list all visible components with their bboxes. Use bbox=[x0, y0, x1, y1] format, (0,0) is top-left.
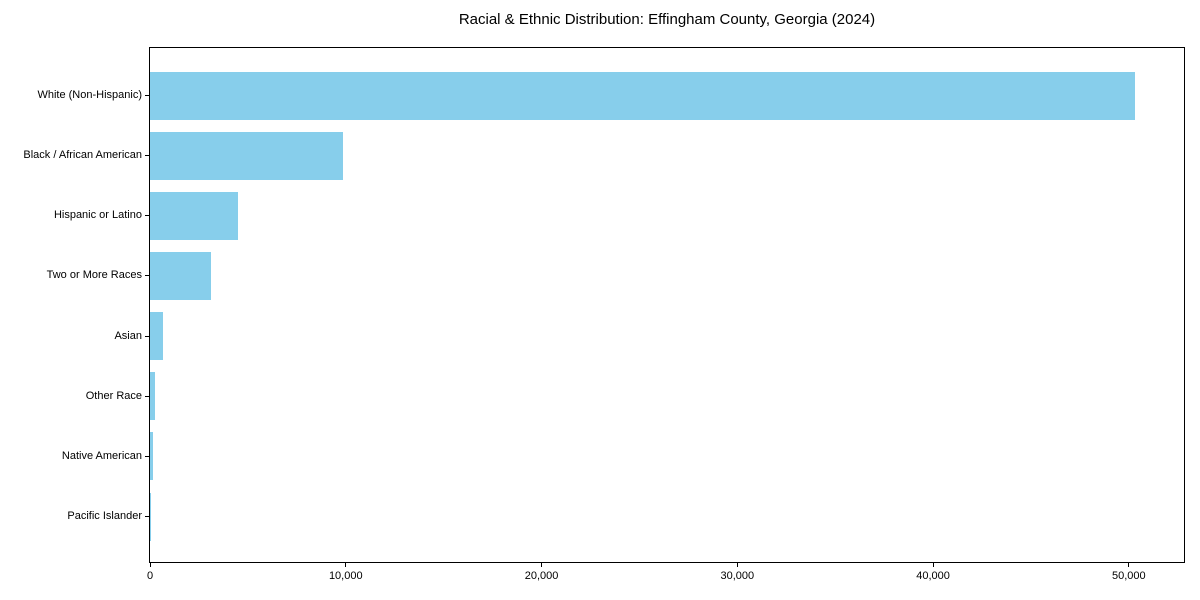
bar bbox=[150, 191, 238, 240]
x-tick-label: 30,000 bbox=[720, 570, 755, 582]
y-tick-label: Asian bbox=[114, 329, 142, 342]
x-axis-tick bbox=[1128, 563, 1130, 567]
y-axis-tick bbox=[145, 275, 150, 277]
y-axis-tick bbox=[145, 155, 150, 157]
x-tick-label: 40,000 bbox=[916, 570, 950, 582]
y-axis-tick bbox=[145, 95, 150, 96]
bar bbox=[150, 71, 1135, 120]
x-axis-tick bbox=[345, 563, 347, 567]
y-axis-tick bbox=[145, 455, 150, 457]
y-tick-label: Hispanic or Latino bbox=[53, 209, 142, 222]
y-tick-label: Two or More Races bbox=[46, 269, 142, 282]
bar bbox=[150, 131, 344, 180]
chart-title: Racial & Ethnic Distribution: Effingham … bbox=[458, 11, 876, 28]
x-axis-tick bbox=[736, 563, 738, 567]
x-tick-label: 0 bbox=[146, 570, 154, 582]
x-tick-label: 50,000 bbox=[1112, 570, 1146, 582]
x-axis-tick bbox=[932, 563, 934, 567]
x-tick-label: 10,000 bbox=[328, 570, 363, 582]
y-axis-tick bbox=[145, 516, 150, 517]
y-tick-label: Native American bbox=[61, 449, 142, 462]
x-axis-tick bbox=[149, 563, 151, 567]
bar bbox=[150, 432, 153, 481]
bar bbox=[150, 492, 151, 541]
y-tick-label: White (Non-Hispanic) bbox=[37, 89, 142, 101]
x-axis-tick bbox=[541, 563, 543, 567]
y-axis-tick bbox=[145, 215, 150, 217]
y-tick-label: Black / African American bbox=[23, 149, 142, 162]
bar bbox=[150, 372, 156, 421]
y-axis-tick bbox=[145, 335, 150, 337]
bar bbox=[150, 251, 211, 300]
x-tick-label: 20,000 bbox=[524, 570, 559, 582]
bar bbox=[150, 312, 163, 361]
y-tick-label: Pacific Islander bbox=[67, 510, 142, 522]
plot-area: White (Non-Hispanic) Black / African Amer… bbox=[23, 47, 1185, 582]
y-axis-tick bbox=[145, 395, 150, 397]
y-tick-label: Other Race bbox=[85, 389, 142, 402]
